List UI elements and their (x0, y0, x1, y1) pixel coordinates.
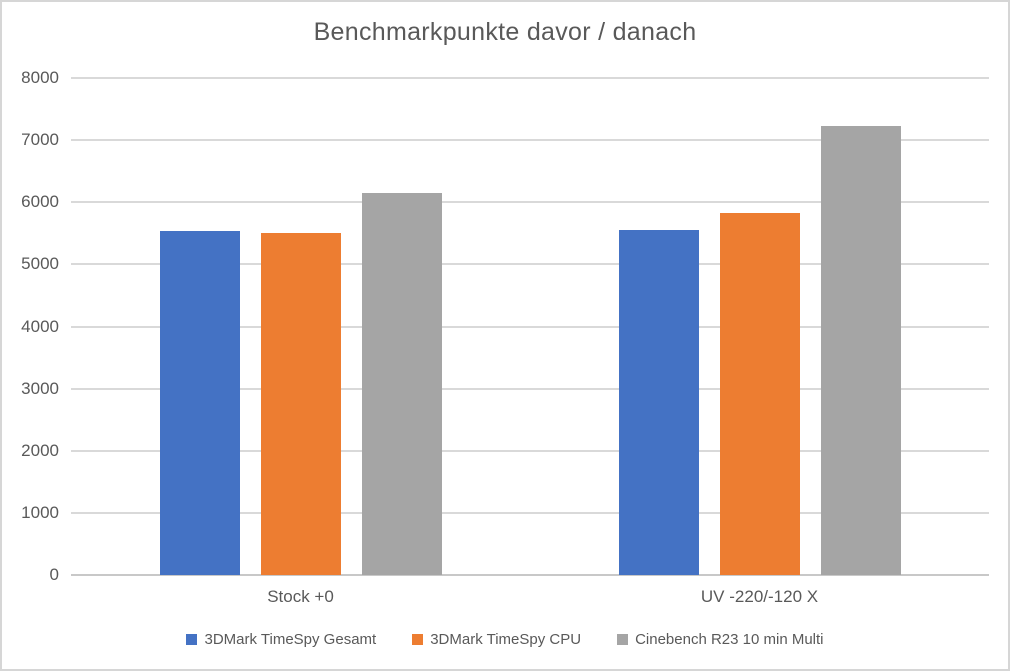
gridline (71, 387, 989, 390)
y-tick-label: 3000 (21, 378, 59, 398)
y-tick-label: 2000 (21, 440, 59, 460)
bar-series0-cat1 (618, 229, 699, 575)
legend-item: Cinebench R23 10 min Multi (617, 631, 824, 648)
chart-title: Benchmarkpunkte davor / danach (313, 18, 697, 46)
category-label: Stock +0 (267, 587, 334, 606)
y-tick-label: 0 (49, 565, 59, 584)
legend-swatch-icon (617, 634, 629, 645)
x-axis-line (71, 574, 989, 576)
y-tick-label: 5000 (21, 254, 59, 274)
bar-series0-cat0 (159, 230, 240, 575)
gridline (71, 511, 989, 514)
bar-series2-cat1 (820, 125, 901, 575)
gridline (71, 201, 989, 204)
gridline (71, 449, 989, 452)
legend-item: 3DMark TimeSpy Gesamt (186, 631, 376, 648)
y-tick-label: 1000 (21, 502, 59, 522)
y-tick-label: 4000 (21, 316, 59, 336)
legend-label: Cinebench R23 10 min Multi (635, 631, 824, 648)
y-tick-label: 6000 (21, 192, 59, 212)
legend-label: 3DMark TimeSpy CPU (430, 631, 582, 648)
category-label: UV -220/-120 X (700, 587, 819, 606)
gridline (71, 77, 989, 79)
y-tick-label: 7000 (21, 130, 59, 150)
legend: 3DMark TimeSpy Gesamt 3DMark TimeSpy CPU C… (2, 631, 1008, 648)
legend-swatch-icon (412, 634, 424, 645)
legend-label: 3DMark TimeSpy Gesamt (204, 631, 377, 648)
gridline (71, 325, 989, 328)
x-axis-labels: Stock +0 UV -220/-120 X (71, 587, 989, 609)
y-tick-label: 8000 (21, 68, 59, 87)
legend-item: 3DMark TimeSpy CPU (412, 631, 581, 648)
legend-swatch-icon (186, 634, 198, 645)
bar-series1-cat0 (260, 233, 341, 575)
bar-series2-cat0 (361, 193, 442, 575)
plot-area: 0 1000 2000 3000 4000 5000 6000 7000 8000 (21, 68, 989, 584)
gridline (71, 263, 989, 266)
bar-series1-cat1 (719, 212, 800, 575)
gridline (71, 139, 989, 142)
